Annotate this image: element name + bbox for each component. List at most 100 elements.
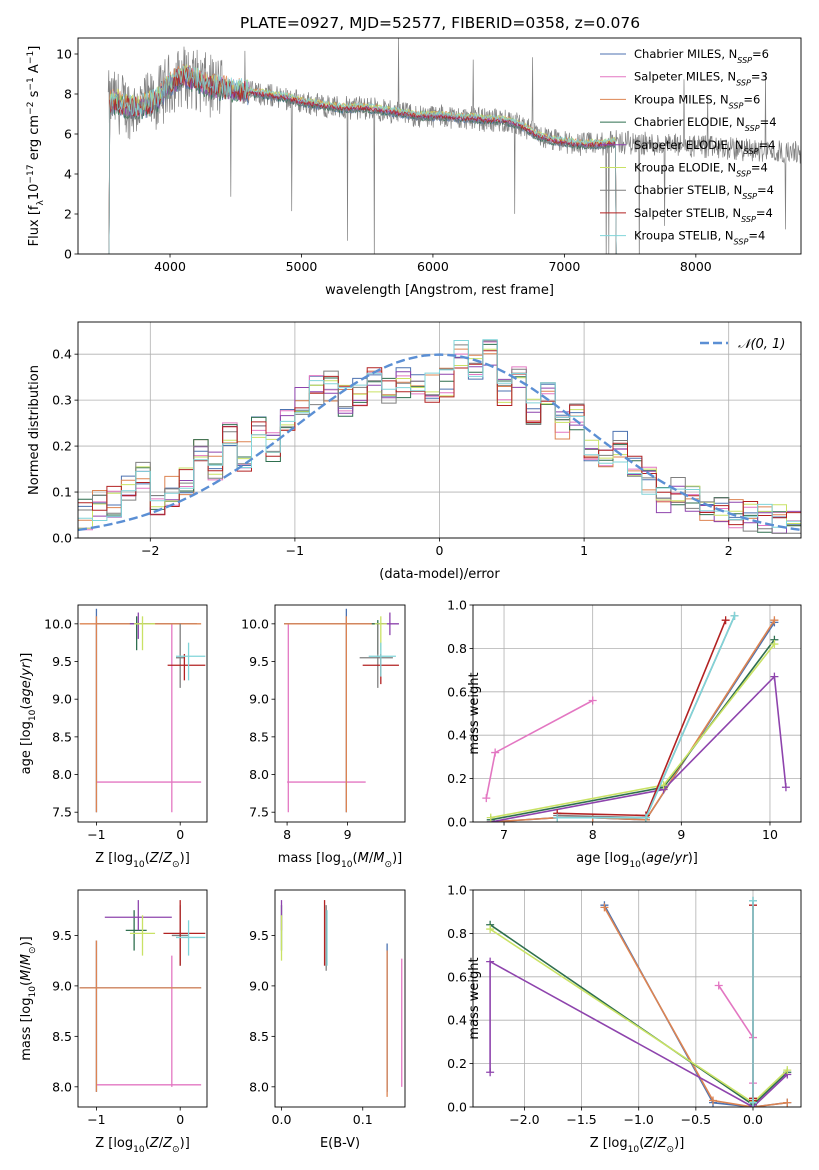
axes-frame — [472, 604, 802, 823]
error-cross — [167, 653, 206, 681]
model-spectrum — [108, 63, 617, 254]
panel-age-vs-Z: −1 0 7.5 8.0 8.5 9.0 9.5 10.0 Z [log10(Z/Z⊙)] age… — [19, 604, 208, 870]
histogram-step — [78, 350, 801, 526]
x-axis-label: (data-model)/error — [379, 567, 500, 582]
y-axis-label: age [log10(age/yr)] — [19, 653, 38, 775]
y-tick-label: 9.0 — [52, 692, 72, 707]
weight-line — [718, 985, 754, 1084]
y-tick-label: 7.5 — [249, 805, 269, 820]
axes-frame — [274, 604, 406, 823]
error-crosses — [284, 608, 399, 813]
histograms — [78, 339, 801, 534]
legend: Chabrier MILES, NSSP=6 Salpeter MILES, NS… — [600, 47, 777, 246]
error-cross — [176, 920, 206, 956]
error-crosses — [280, 900, 403, 1097]
x-tick-label: −2.0 — [509, 1112, 539, 1127]
figure-title: PLATE=0927, MJD=52577, FIBERID=0358, z=0… — [240, 14, 640, 32]
x-tick-label: 0.0 — [272, 1112, 292, 1127]
x-axis-label: mass [log10(M/M⊙)] — [278, 851, 402, 870]
weight-marker — [486, 813, 495, 822]
y-tick-label: 0.6 — [447, 969, 467, 984]
x-axis-label: Z [log10(Z/Z⊙)] — [95, 1136, 190, 1155]
weight-marker — [486, 957, 495, 966]
error-cross — [96, 955, 202, 1087]
y-tick-label: 8 — [64, 87, 72, 102]
y-tick-label: 7.5 — [52, 805, 72, 820]
model-spectrum — [108, 68, 617, 254]
spectrum-plot — [107, 38, 801, 254]
y-tick-label: 9.5 — [52, 928, 72, 943]
weight-marker — [730, 611, 739, 620]
x-tick-label: 0 — [436, 543, 444, 558]
error-crosses — [79, 900, 206, 1092]
y-tick-label: 10.0 — [44, 616, 72, 631]
model-spectrum — [108, 67, 617, 254]
weight-marker — [783, 1066, 792, 1075]
legend-label: Chabrier ELODIE, NSSP=4 — [634, 115, 777, 133]
weight-marker — [714, 981, 723, 990]
error-cross — [129, 915, 156, 956]
weight-line — [557, 619, 727, 817]
weight-marker — [482, 794, 491, 803]
gaussian-curve — [78, 353, 801, 532]
x-tick-label: −1 — [87, 827, 105, 842]
model-spectrum — [108, 65, 617, 254]
y-tick-label: 0.4 — [52, 347, 72, 362]
x-tick-label: 1 — [580, 543, 588, 558]
axes-frame — [472, 889, 802, 1108]
weight-marker — [749, 1098, 757, 1107]
error-cross — [79, 940, 202, 1092]
panel-mass-vs-Z: −1 0 8.0 8.5 9.0 9.5 Z [log10(Z/Z⊙)] mass [log1… — [19, 889, 208, 1155]
y-axis-label: mass weight — [467, 672, 482, 754]
legend-label: Salpeter STELIB, NSSP=4 — [634, 206, 773, 224]
y-tick-label: 8.0 — [52, 767, 72, 782]
axes-frame — [77, 321, 802, 539]
panel-spectrum: 4000 5000 6000 7000 8000 0 2 4 6 8 10 wavelength [A… — [26, 37, 802, 298]
y-tick-label: 9.5 — [249, 928, 269, 943]
y-axis-label: mass [log10(M/M⊙)] — [19, 936, 38, 1060]
x-tick-label: 8 — [283, 827, 291, 842]
weight-marker — [709, 1096, 717, 1105]
y-tick-label: 6 — [64, 127, 72, 142]
y-tick-label: 2 — [64, 207, 72, 222]
axes-frame — [77, 889, 208, 1108]
y-tick-label: 1.0 — [447, 598, 467, 613]
y-tick-label: 0.6 — [447, 684, 467, 699]
y-tick-label: 9.0 — [249, 978, 269, 993]
y-tick-label: 8.0 — [249, 1079, 269, 1094]
legend-label: Chabrier STELIB, NSSP=4 — [634, 183, 774, 201]
x-tick-label: 2 — [725, 543, 733, 558]
y-axis-label: Normed distribution — [27, 365, 42, 495]
x-tick-label: 7000 — [548, 259, 580, 274]
weight-line — [557, 615, 736, 819]
y-tick-label: 4 — [64, 167, 72, 182]
y-tick-label: 8.5 — [249, 729, 269, 744]
x-axis-label: wavelength [Angstrom, rest frame] — [325, 283, 554, 298]
panel-residuals: −2 −1 0 1 2 0.0 0.1 0.2 0.3 0.4 (data-model)/error… — [27, 321, 802, 582]
x-tick-label: 7 — [500, 827, 508, 842]
weight-marker — [588, 696, 597, 705]
x-tick-label: 10 — [762, 827, 778, 842]
legend-label: Salpeter ELODIE, NSSP=4 — [634, 138, 775, 156]
y-tick-label: 0.8 — [447, 641, 467, 656]
x-tick-label: 0.1 — [353, 1112, 373, 1127]
x-axis-label: E(B-V) — [320, 1136, 360, 1151]
model-spectrum — [108, 68, 617, 254]
axes-frame — [274, 889, 406, 1108]
y-tick-label: 8.5 — [249, 1029, 269, 1044]
y-tick-label: 1.0 — [447, 883, 467, 898]
y-tick-label: 0.2 — [52, 439, 72, 454]
error-cross — [129, 612, 151, 639]
weight-marker — [491, 748, 500, 757]
error-cross — [104, 900, 172, 931]
histogram-step — [78, 340, 801, 534]
legend-label: Kroupa STELIB, NSSP=4 — [634, 229, 765, 247]
y-tick-label: 9.5 — [249, 654, 269, 669]
x-axis-label: age [log10(age/yr)] — [576, 851, 698, 870]
y-tick-label: 0.2 — [447, 771, 467, 786]
error-cross — [368, 642, 396, 677]
weight-marker — [641, 813, 650, 822]
weight-marker — [486, 1068, 495, 1077]
x-tick-label: −1.5 — [566, 1112, 596, 1127]
